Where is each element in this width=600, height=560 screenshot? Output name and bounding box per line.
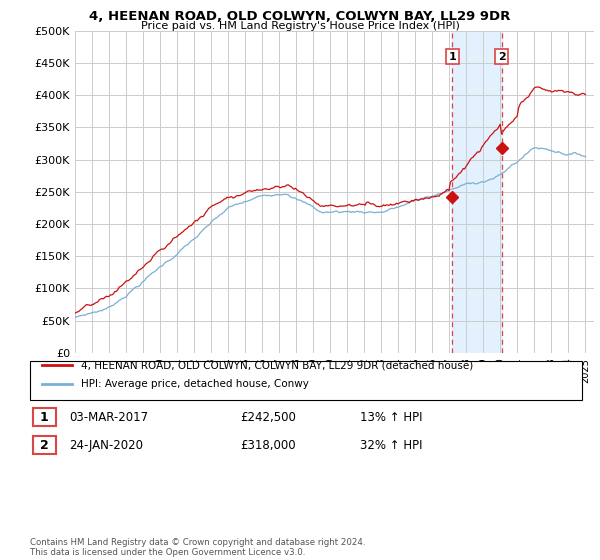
Text: 2: 2 (40, 438, 49, 452)
Text: 03-MAR-2017: 03-MAR-2017 (69, 410, 148, 424)
Text: Contains HM Land Registry data © Crown copyright and database right 2024.
This d: Contains HM Land Registry data © Crown c… (30, 538, 365, 557)
Text: £242,500: £242,500 (240, 410, 296, 424)
Text: 1: 1 (40, 410, 49, 424)
Text: 1: 1 (448, 52, 456, 62)
Text: £318,000: £318,000 (240, 438, 296, 452)
Text: 13% ↑ HPI: 13% ↑ HPI (360, 410, 422, 424)
Text: Price paid vs. HM Land Registry's House Price Index (HPI): Price paid vs. HM Land Registry's House … (140, 21, 460, 31)
Text: 4, HEENAN ROAD, OLD COLWYN, COLWYN BAY, LL29 9DR: 4, HEENAN ROAD, OLD COLWYN, COLWYN BAY, … (89, 10, 511, 23)
Text: 32% ↑ HPI: 32% ↑ HPI (360, 438, 422, 452)
Text: 4, HEENAN ROAD, OLD COLWYN, COLWYN BAY, LL29 9DR (detached house): 4, HEENAN ROAD, OLD COLWYN, COLWYN BAY, … (81, 360, 473, 370)
Text: 2: 2 (498, 52, 505, 62)
Bar (452, 31, 502, 353)
Text: HPI: Average price, detached house, Conwy: HPI: Average price, detached house, Conw… (81, 379, 309, 389)
Text: 24-JAN-2020: 24-JAN-2020 (69, 438, 143, 452)
